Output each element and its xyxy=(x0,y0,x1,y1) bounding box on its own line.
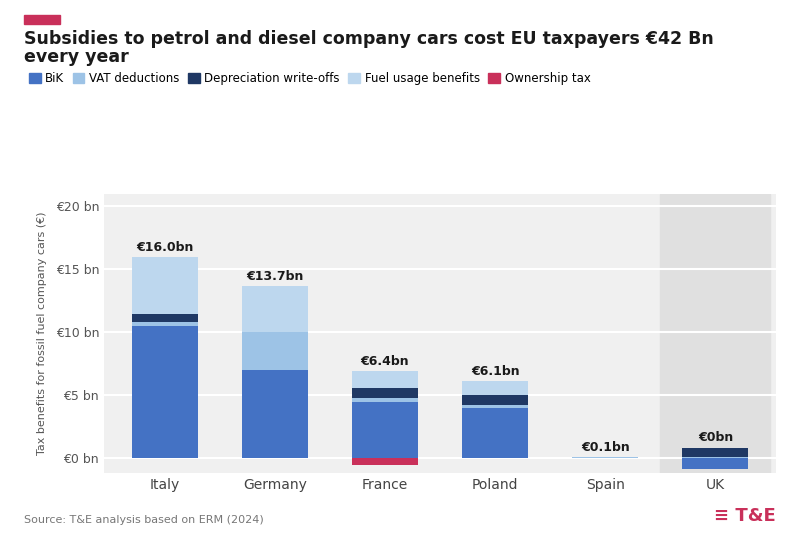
Bar xyxy=(131,326,198,458)
Bar xyxy=(242,286,308,332)
Text: Source: T&E analysis based on ERM (2024): Source: T&E analysis based on ERM (2024) xyxy=(24,514,264,525)
Bar xyxy=(572,457,638,458)
Bar xyxy=(660,194,770,473)
Text: €0bn: €0bn xyxy=(698,431,733,444)
Text: €13.7bn: €13.7bn xyxy=(246,270,303,282)
Bar xyxy=(462,395,528,406)
Text: €6.1bn: €6.1bn xyxy=(470,365,519,378)
Bar xyxy=(682,457,749,458)
Bar xyxy=(242,332,308,370)
Bar xyxy=(682,448,749,457)
Bar xyxy=(131,322,198,326)
Bar xyxy=(242,370,308,458)
Bar xyxy=(352,401,418,458)
Legend: BiK, VAT deductions, Depreciation write-offs, Fuel usage benefits, Ownership tax: BiK, VAT deductions, Depreciation write-… xyxy=(24,67,595,90)
Text: Subsidies to petrol and diesel company cars cost EU taxpayers €42 Bn: Subsidies to petrol and diesel company c… xyxy=(24,30,714,47)
Bar xyxy=(131,314,198,322)
Bar xyxy=(352,371,418,388)
Text: €0.1bn: €0.1bn xyxy=(581,441,630,454)
Bar xyxy=(682,458,749,469)
Text: €16.0bn: €16.0bn xyxy=(136,240,194,253)
Bar xyxy=(462,406,528,408)
Text: every year: every year xyxy=(24,48,129,66)
Bar xyxy=(462,408,528,458)
Y-axis label: Tax benefits for fossil fuel company cars (€): Tax benefits for fossil fuel company car… xyxy=(38,212,47,455)
Bar xyxy=(352,388,418,398)
Text: €6.4bn: €6.4bn xyxy=(361,355,410,368)
Text: ≡ T&E: ≡ T&E xyxy=(714,507,776,525)
Bar xyxy=(131,257,198,314)
Bar xyxy=(352,398,418,401)
Bar xyxy=(352,458,418,465)
Bar xyxy=(462,381,528,395)
